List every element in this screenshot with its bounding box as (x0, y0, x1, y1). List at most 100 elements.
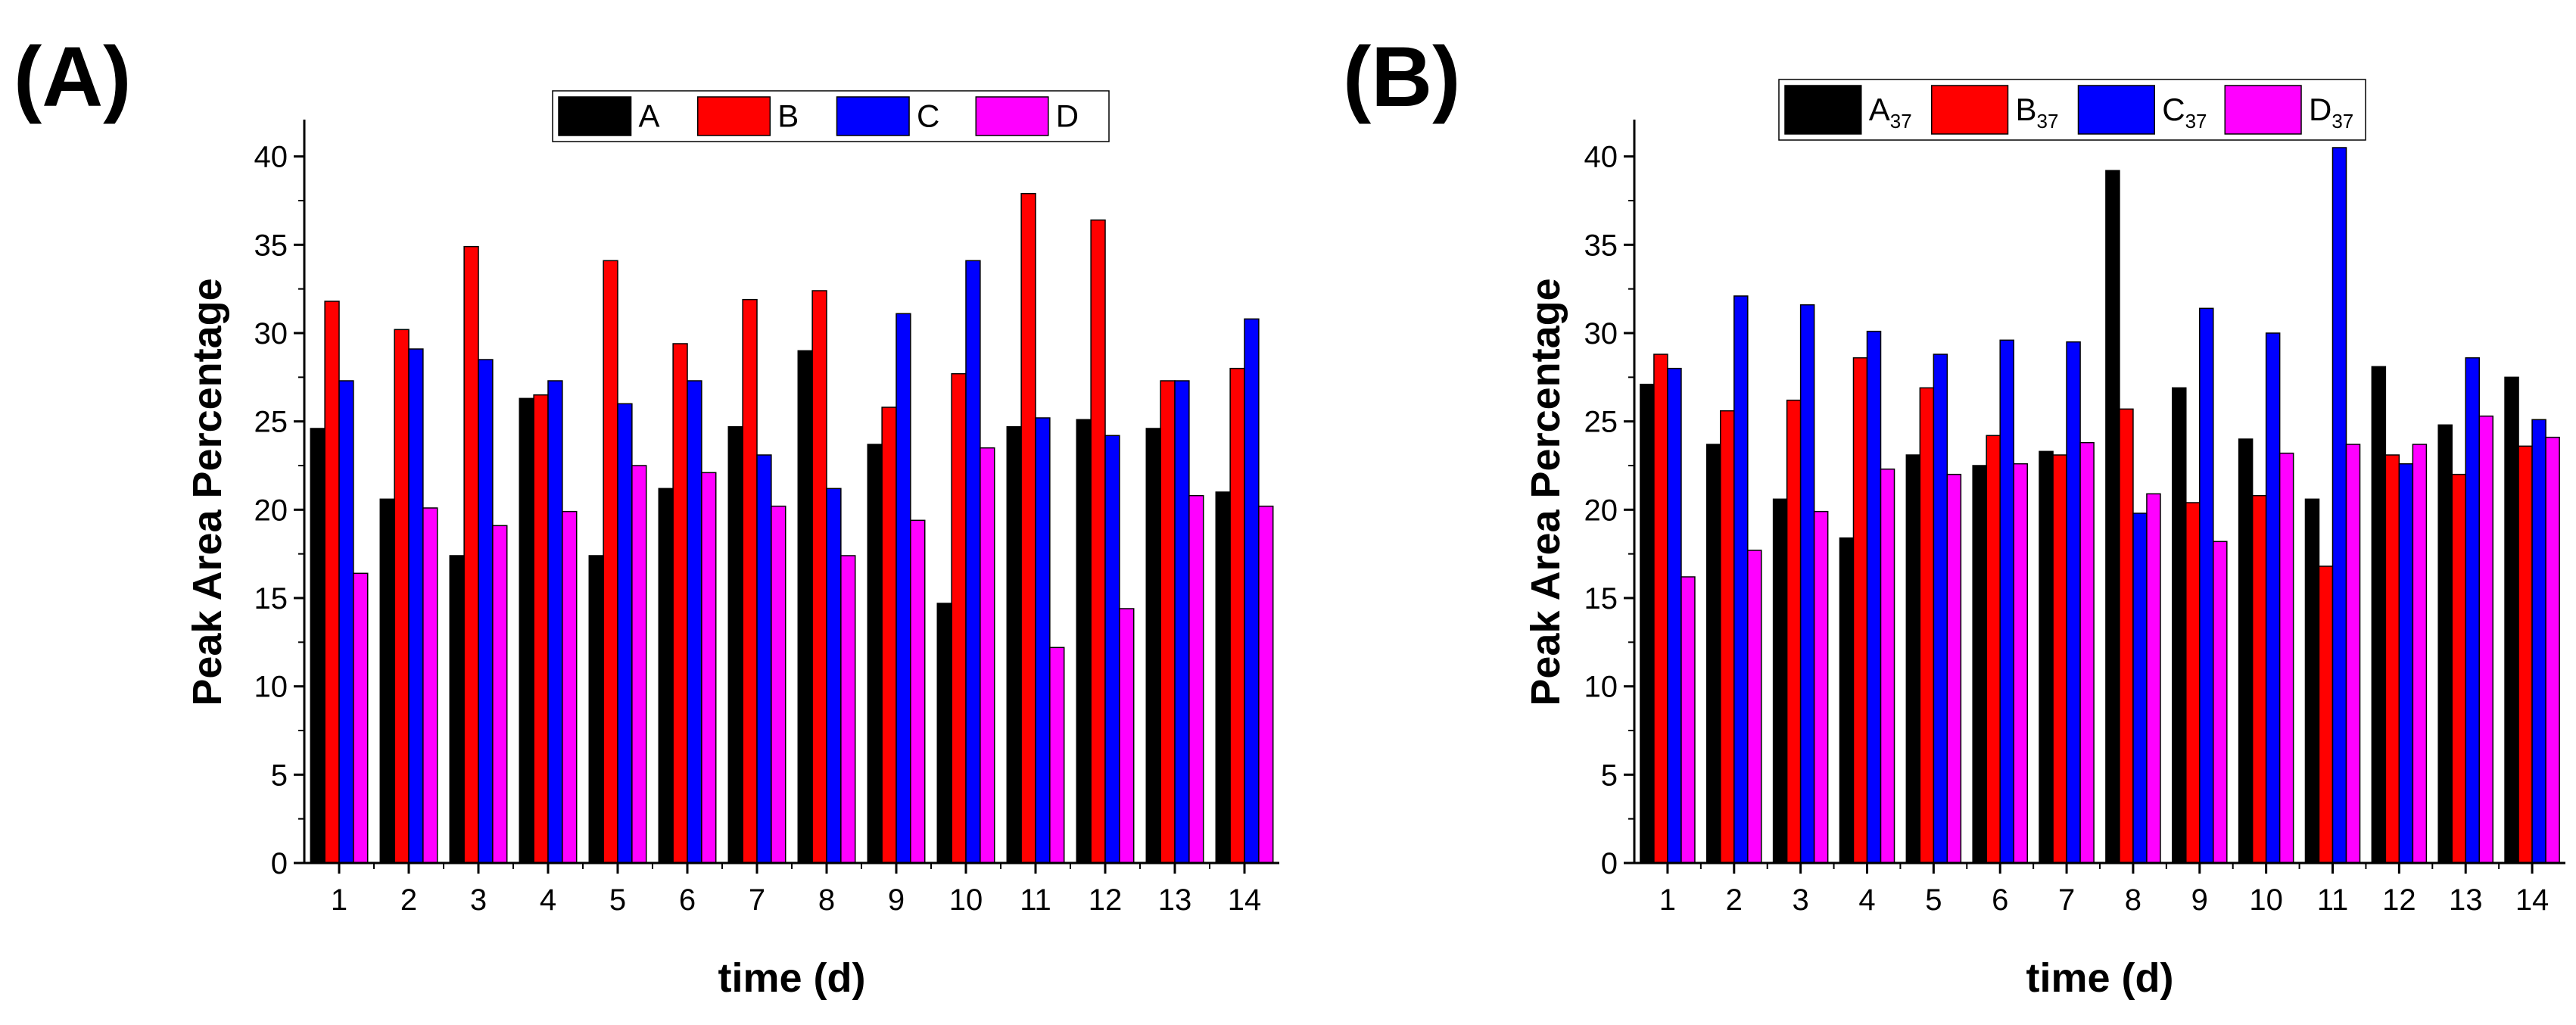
bar-a-day-7 (727, 425, 743, 864)
bar-b37-day-2 (1720, 410, 1735, 864)
y-tick-label: 0 (271, 847, 288, 880)
x-tick-label: 6 (1992, 883, 2008, 917)
bar-c-day-7 (756, 454, 772, 864)
bar-c37-day-13 (2465, 357, 2480, 864)
y-tick-label: 25 (254, 406, 288, 439)
legend-series-subscript: 37 (1890, 110, 1912, 132)
bar-a-day-5 (588, 555, 604, 864)
bar-a-day-6 (658, 488, 674, 864)
x-tick-label: 9 (888, 883, 905, 917)
y-tick-label: 10 (1584, 671, 1618, 704)
bar-a37-day-9 (2172, 387, 2187, 864)
bar-d-day-1 (353, 572, 369, 864)
bar-b37-day-10 (2251, 494, 2267, 864)
legend-series-name: A (1869, 92, 1890, 127)
x-tick-label: 7 (2058, 883, 2075, 917)
legend-label-c: C37 (2162, 92, 2207, 132)
x-tick-label: 10 (949, 883, 983, 917)
x-tick-label: 12 (2382, 883, 2416, 917)
legend-swatch-c (2077, 85, 2155, 135)
x-tick-label: 9 (2191, 883, 2208, 917)
legend-swatch-b (697, 96, 771, 136)
bar-b37-day-8 (2119, 408, 2134, 864)
x-tick-label: 4 (1858, 883, 1875, 917)
bar-d-day-2 (422, 507, 438, 864)
bar-d-day-14 (1258, 505, 1274, 864)
legend-swatch-c (836, 96, 910, 136)
bar-a37-day-14 (2504, 376, 2519, 864)
bar-d37-day-1 (1680, 576, 1696, 864)
legend: A B C D (552, 90, 1110, 142)
legend-series-name: C (917, 98, 939, 134)
bar-b-day-5 (603, 260, 618, 864)
y-tick-label: 40 (1584, 141, 1618, 174)
bar-d37-day-8 (2146, 493, 2161, 864)
legend-swatch-d (975, 96, 1049, 136)
legend-series-subscript: 37 (2185, 110, 2207, 132)
bar-c-day-12 (1104, 435, 1120, 864)
bar-b-day-13 (1160, 380, 1176, 864)
bar-d37-day-10 (2279, 452, 2294, 864)
bar-b37-day-7 (2052, 454, 2067, 864)
bar-a37-day-12 (2371, 366, 2387, 864)
bar-c37-day-11 (2331, 147, 2347, 864)
bar-c37-day-9 (2199, 307, 2214, 864)
bar-d37-day-13 (2478, 415, 2493, 864)
bar-c37-day-1 (1667, 367, 1682, 864)
x-axis-title: time (d) (2026, 955, 2174, 1001)
bar-a-day-10 (936, 603, 952, 864)
y-tick-label: 25 (1584, 406, 1618, 439)
bar-d-day-12 (1119, 608, 1135, 864)
x-tick-label: 8 (818, 883, 835, 917)
legend: A37 B37 C37 D37 (1778, 79, 2366, 141)
x-tick-label: 4 (540, 883, 556, 917)
x-tick-label: 10 (2249, 883, 2283, 917)
legend-series-name: D (1056, 98, 1079, 134)
bar-b-day-7 (742, 298, 758, 864)
bar-c37-day-2 (1733, 295, 1749, 864)
bar-c-day-3 (478, 359, 494, 864)
legend-label-b: B (777, 98, 799, 134)
bar-d37-day-12 (2412, 444, 2428, 864)
bar-b-day-4 (533, 394, 549, 864)
legend-series-name: D (2309, 92, 2331, 127)
legend-label-d: D37 (2309, 92, 2353, 132)
y-tick-label: 5 (271, 759, 288, 792)
bar-a37-day-1 (1640, 383, 1655, 864)
bar-b37-day-4 (1852, 357, 1868, 864)
bar-a37-day-5 (1905, 454, 1921, 864)
bar-d-day-6 (701, 472, 717, 864)
bar-b-day-3 (463, 245, 479, 864)
legend-label-b: B37 (2016, 92, 2059, 132)
x-tick-label: 7 (749, 883, 765, 917)
x-tick-label: 12 (1089, 883, 1123, 917)
y-tick-label: 5 (1601, 759, 1618, 792)
bar-d37-day-2 (1747, 550, 1762, 864)
panel-label: (B) (1343, 30, 1460, 124)
legend-label-c: C (917, 98, 939, 134)
legend-series-name: A (639, 98, 660, 134)
bar-b-day-12 (1090, 219, 1106, 864)
legend-series-name: C (2162, 92, 2185, 127)
bar-c-day-8 (826, 488, 842, 864)
bar-c-day-2 (408, 348, 424, 864)
y-tick-label: 15 (254, 582, 288, 615)
bar-d-day-4 (562, 510, 578, 864)
bar-a-day-14 (1215, 491, 1231, 864)
bar-a-day-4 (519, 397, 534, 864)
bar-d-day-9 (910, 519, 926, 864)
bar-b-day-1 (324, 301, 340, 864)
bar-b-day-14 (1229, 367, 1245, 864)
bar-a37-day-3 (1772, 498, 1788, 864)
bar-a-day-8 (797, 350, 813, 864)
bar-b-day-8 (811, 290, 827, 864)
bar-c37-day-3 (1799, 304, 1815, 864)
bar-d37-day-11 (2345, 444, 2361, 864)
bar-c-day-1 (338, 380, 354, 864)
bar-b37-day-6 (1986, 435, 2001, 864)
legend-label-d: D (1056, 98, 1079, 134)
y-axis-title: Peak Area Percentage (1523, 278, 1568, 706)
y-tick-label: 40 (254, 141, 288, 174)
bar-b-day-9 (881, 407, 897, 864)
